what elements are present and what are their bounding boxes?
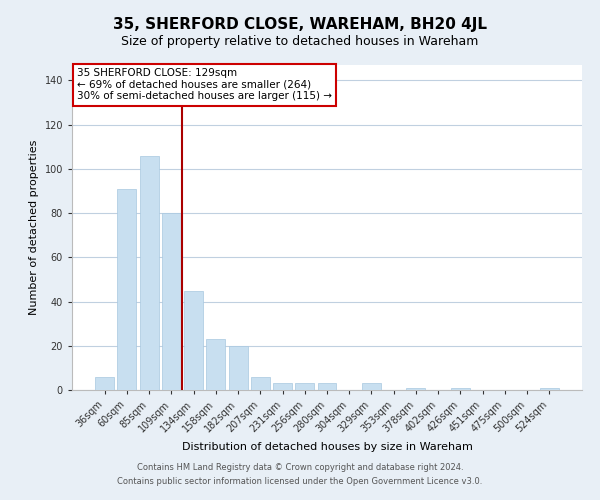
Bar [95, 376, 114, 390]
Bar [229, 346, 248, 390]
Bar [140, 156, 158, 390]
Text: 35, SHERFORD CLOSE, WAREHAM, BH20 4JL: 35, SHERFORD CLOSE, WAREHAM, BH20 4JL [113, 18, 487, 32]
Bar [162, 213, 181, 390]
Bar [273, 384, 292, 390]
Bar [295, 384, 314, 390]
Bar [251, 376, 270, 390]
Bar [206, 339, 225, 390]
Bar [317, 384, 337, 390]
Y-axis label: Number of detached properties: Number of detached properties [29, 140, 39, 315]
Text: Contains HM Land Registry data © Crown copyright and database right 2024.: Contains HM Land Registry data © Crown c… [137, 464, 463, 472]
Text: Contains public sector information licensed under the Open Government Licence v3: Contains public sector information licen… [118, 477, 482, 486]
Text: 35 SHERFORD CLOSE: 129sqm
← 69% of detached houses are smaller (264)
30% of semi: 35 SHERFORD CLOSE: 129sqm ← 69% of detac… [77, 68, 332, 102]
Text: Size of property relative to detached houses in Wareham: Size of property relative to detached ho… [121, 35, 479, 48]
Bar [362, 384, 381, 390]
Bar [540, 388, 559, 390]
X-axis label: Distribution of detached houses by size in Wareham: Distribution of detached houses by size … [182, 442, 472, 452]
Bar [451, 388, 470, 390]
Bar [184, 290, 203, 390]
Bar [406, 388, 425, 390]
Bar [118, 189, 136, 390]
